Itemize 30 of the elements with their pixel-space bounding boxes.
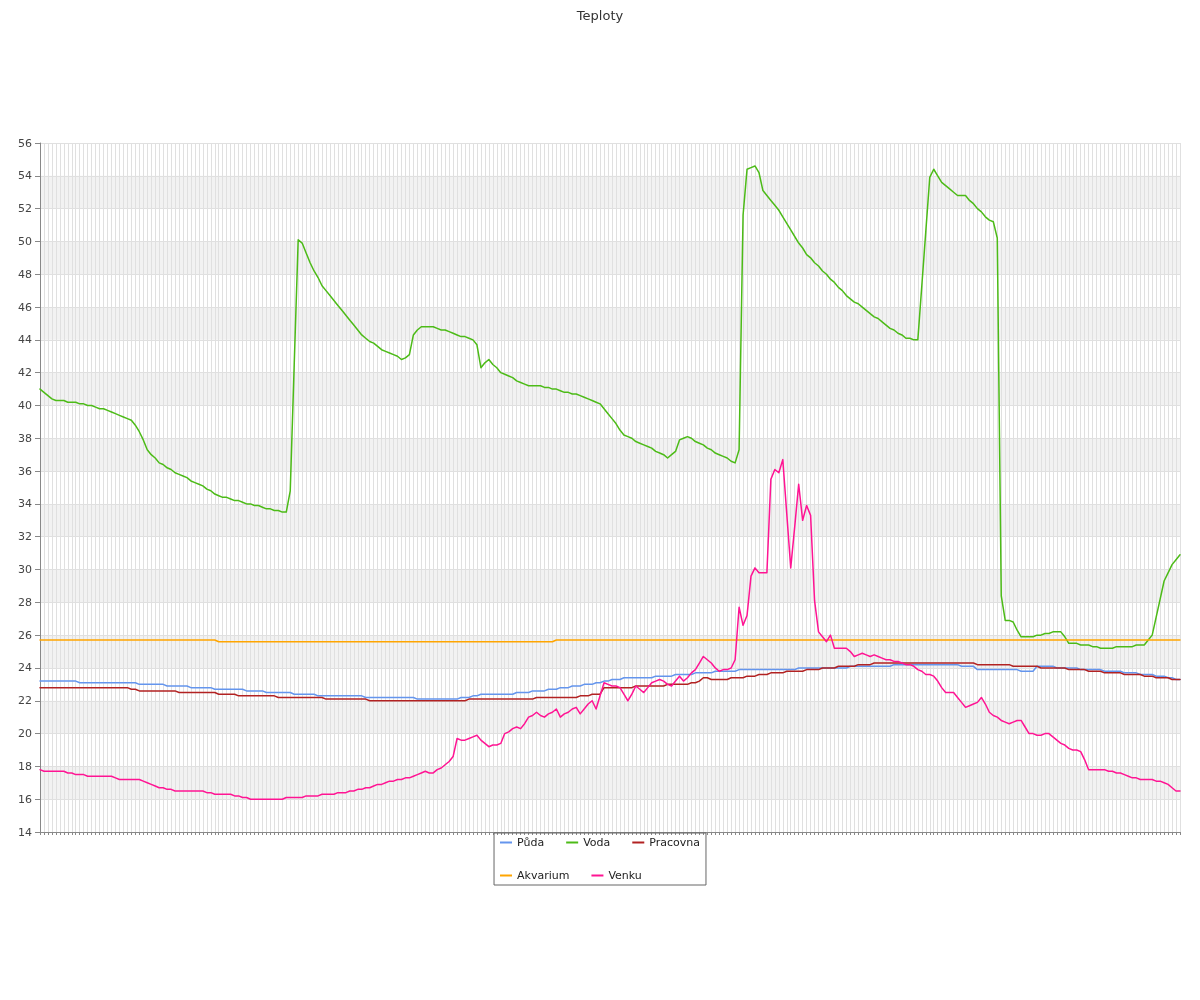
y-tick-label: 16 — [18, 792, 32, 806]
y-tick-label: 54 — [18, 169, 32, 183]
y-tick-label: 46 — [18, 300, 32, 314]
chart-title: Teploty — [575, 8, 624, 23]
y-tick-label: 30 — [18, 563, 32, 577]
y-tick-label: 34 — [18, 497, 32, 511]
line-series — [39, 165, 1181, 650]
y-tick-label: 22 — [18, 694, 32, 708]
y-tick-label: 48 — [18, 267, 32, 281]
y-tick-label: 18 — [18, 759, 32, 773]
legend-label: Akvarium — [517, 869, 570, 882]
y-tick-label: 14 — [18, 825, 32, 839]
y-tick-label: 50 — [18, 234, 32, 248]
legend-label: Půda — [517, 836, 545, 849]
y-tick-label: 56 — [18, 136, 32, 150]
line-series — [39, 458, 1181, 800]
y-tick-label: 42 — [18, 366, 32, 380]
legend-label: Venku — [608, 869, 642, 882]
y-tick-label: 24 — [18, 661, 32, 675]
y-tick-label: 28 — [18, 595, 32, 609]
y-tick-label: 36 — [18, 464, 32, 478]
y-tick-label: 32 — [18, 530, 32, 544]
y-tick-label: 20 — [18, 727, 32, 741]
legend-label: Pracovna — [649, 836, 700, 849]
y-tick-label: 26 — [18, 628, 32, 642]
legend-label: Voda — [583, 836, 611, 849]
y-tick-label: 38 — [18, 431, 32, 445]
y-tick-label: 44 — [18, 333, 32, 347]
y-tick-label: 40 — [18, 398, 32, 412]
y-tick-label: 52 — [18, 202, 32, 216]
